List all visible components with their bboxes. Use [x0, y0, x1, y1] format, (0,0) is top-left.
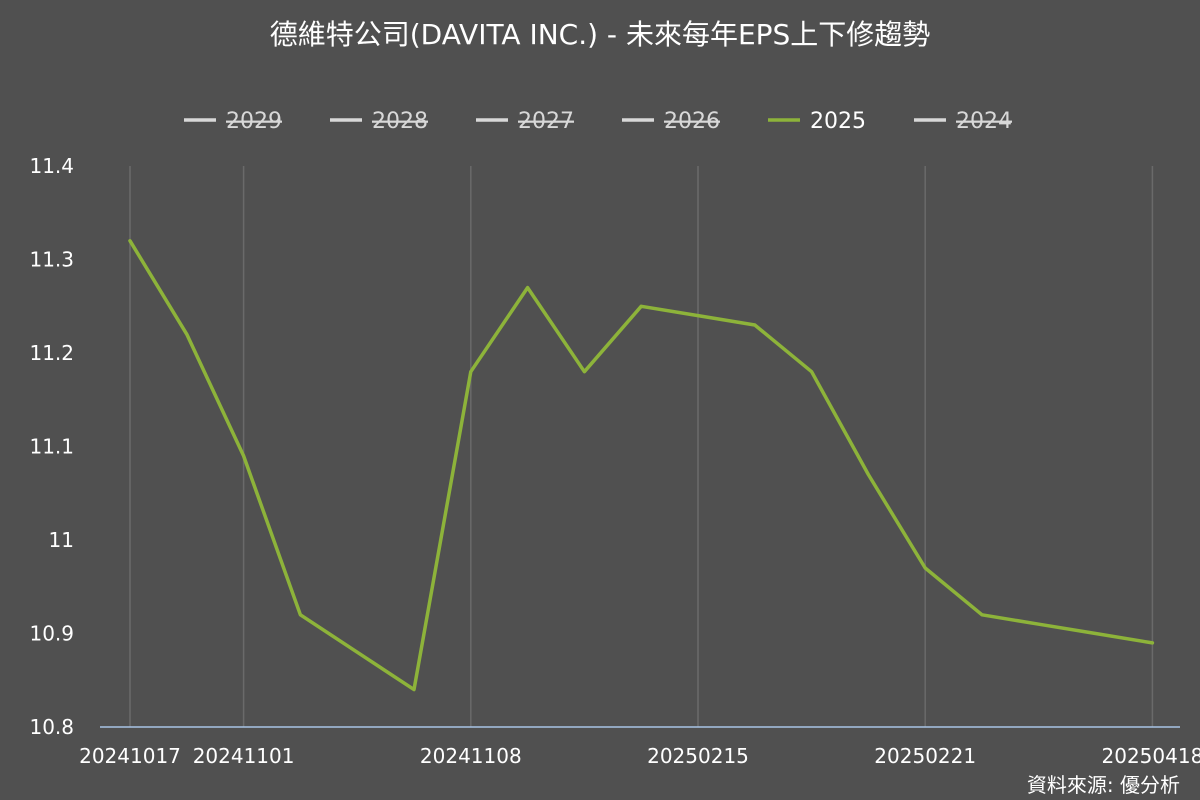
legend-item-2024[interactable]: 2024: [914, 109, 1012, 134]
legend-label: 2025: [810, 109, 866, 134]
chart-series: [128, 239, 1155, 692]
x-tick-label: 20241017: [79, 744, 181, 768]
y-tick-label: 11.2: [29, 341, 74, 365]
y-tick-label: 11.4: [29, 154, 74, 178]
legend-item-2025[interactable]: 2025: [768, 109, 866, 134]
legend-item-2029[interactable]: 2029: [184, 109, 282, 134]
legend-label: 2029: [226, 109, 282, 134]
y-tick-label: 11: [49, 528, 74, 552]
y-tick-label: 10.8: [29, 715, 74, 739]
x-tick-label: 20250221: [874, 744, 976, 768]
source-label: 資料來源: 優分析: [1027, 773, 1180, 797]
legend-label: 2027: [518, 109, 574, 134]
chart-title: 德維特公司(DAVITA INC.) - 未來每年EPS上下修趨勢: [270, 18, 931, 51]
x-tick-label: 20241108: [420, 744, 522, 768]
legend-label: 2026: [664, 109, 720, 134]
x-tick-label: 20241101: [193, 744, 295, 768]
y-axis: 10.8 10.9 11 11.1 11.2 11.3 11.4: [29, 154, 74, 739]
series-line-2025: [128, 239, 1155, 692]
legend-label: 2028: [372, 109, 428, 134]
y-tick-label: 10.9: [29, 622, 74, 646]
legend-item-2028[interactable]: 2028: [330, 109, 428, 134]
chart-grid: [100, 166, 1180, 728]
x-tick-label: 20250215: [647, 744, 749, 768]
y-tick-label: 11.3: [29, 248, 74, 272]
legend-item-2027[interactable]: 2027: [476, 109, 574, 134]
x-tick-label: 20250418: [1102, 744, 1200, 768]
chart-legend: 2029 2028 2027 2026 2025 2024: [184, 109, 1012, 134]
x-axis: 20241017 20241101 20241108 20250215 20250221…: [79, 744, 1200, 768]
y-tick-label: 11.1: [29, 435, 74, 459]
legend-label: 2024: [956, 109, 1012, 134]
legend-item-2026[interactable]: 2026: [622, 109, 720, 134]
